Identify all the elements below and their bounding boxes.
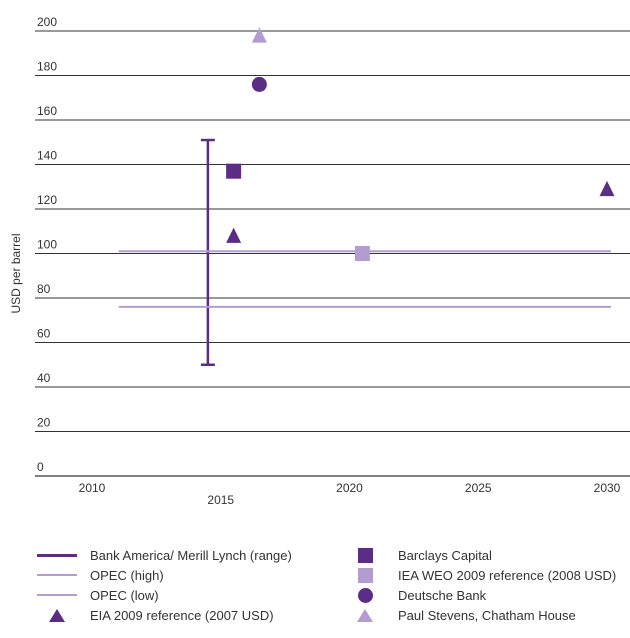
legend-item: Deutsche Bank xyxy=(342,585,486,605)
legend-item: Barclays Capital xyxy=(342,545,492,565)
y-axis-label: USD per barrel xyxy=(9,233,23,313)
legend-line-icon xyxy=(37,574,77,576)
square-point-0 xyxy=(226,163,242,179)
legend-label: Bank America/ Merill Lynch (range) xyxy=(90,547,292,563)
y-tick-60: 60 xyxy=(37,327,51,341)
legend-item: Bank America/ Merill Lynch (range) xyxy=(34,545,292,565)
y-tick-labels: 0 20 40 60 80 100 120 140 160 180 200 xyxy=(37,15,57,474)
legend-item: EIA 2009 reference (2007 USD) xyxy=(34,605,274,625)
legend-item: Paul Stevens, Chatham House xyxy=(342,605,576,625)
triangle-point-0 xyxy=(251,27,267,43)
square-point-0 xyxy=(354,246,370,261)
y-tick-200: 200 xyxy=(37,15,57,29)
x-tick-2010: 2010 xyxy=(79,481,106,495)
series-0 xyxy=(200,138,215,366)
legend-symbol xyxy=(34,565,80,585)
series-7 xyxy=(251,27,267,43)
legend-label: IEA WEO 2009 reference (2008 USD) xyxy=(398,567,617,583)
y-tick-120: 120 xyxy=(37,193,57,207)
y-tick-40: 40 xyxy=(37,371,51,385)
legend-symbol xyxy=(34,585,80,605)
legend-symbol xyxy=(34,545,80,565)
series-5 xyxy=(354,246,370,261)
y-tick-160: 160 xyxy=(37,104,57,118)
legend-square-icon xyxy=(357,547,373,563)
legend-label: Paul Stevens, Chatham House xyxy=(398,607,576,623)
legend-symbol xyxy=(342,545,388,565)
gridlines xyxy=(35,30,630,477)
legend-item: OPEC (high) xyxy=(34,565,164,585)
y-tick-20: 20 xyxy=(37,416,51,430)
y-tick-0: 0 xyxy=(37,460,44,474)
x-tick-2015: 2015 xyxy=(207,493,234,507)
legend-symbol xyxy=(342,565,388,585)
legend-symbol xyxy=(342,605,388,625)
y-tick-140: 140 xyxy=(37,149,57,163)
legend-item: OPEC (low) xyxy=(34,585,159,605)
series-3 xyxy=(226,180,615,243)
x-tick-2030: 2030 xyxy=(594,481,621,495)
legend-square-icon xyxy=(357,567,373,583)
legend-line-thick-icon xyxy=(37,553,77,557)
series-6 xyxy=(251,76,267,92)
series-4 xyxy=(226,163,242,179)
legend: Bank America/ Merill Lynch (range) OPEC (… xyxy=(0,545,630,638)
series-marks xyxy=(118,27,615,366)
legend-label: OPEC (high) xyxy=(90,567,164,583)
legend-triangle-icon xyxy=(357,608,373,622)
y-tick-80: 80 xyxy=(37,282,51,296)
legend-label: OPEC (low) xyxy=(90,587,159,603)
x-tick-2020: 2020 xyxy=(336,481,363,495)
legend-label: Deutsche Bank xyxy=(398,587,487,603)
y-tick-100: 100 xyxy=(37,238,57,252)
legend-triangle-icon xyxy=(49,608,65,622)
legend-circle-icon xyxy=(357,587,373,603)
triangle-point-0 xyxy=(226,227,242,243)
x-tick-labels: 2010 2015 2020 2025 2030 xyxy=(79,481,621,507)
legend-label: Barclays Capital xyxy=(398,547,492,563)
oil-price-chart: 0 20 40 60 80 100 120 140 160 180 200 2010 2015 2020… xyxy=(9,15,630,507)
circle-point-0 xyxy=(251,76,267,92)
legend-line-icon xyxy=(37,594,77,596)
legend-symbol xyxy=(34,605,80,625)
x-tick-2025: 2025 xyxy=(465,481,492,495)
legend-item: IEA WEO 2009 reference (2008 USD) xyxy=(342,565,616,585)
y-tick-180: 180 xyxy=(37,60,57,74)
legend-label: EIA 2009 reference (2007 USD) xyxy=(90,607,274,623)
triangle-point-1 xyxy=(599,180,615,197)
legend-symbol xyxy=(342,585,388,605)
